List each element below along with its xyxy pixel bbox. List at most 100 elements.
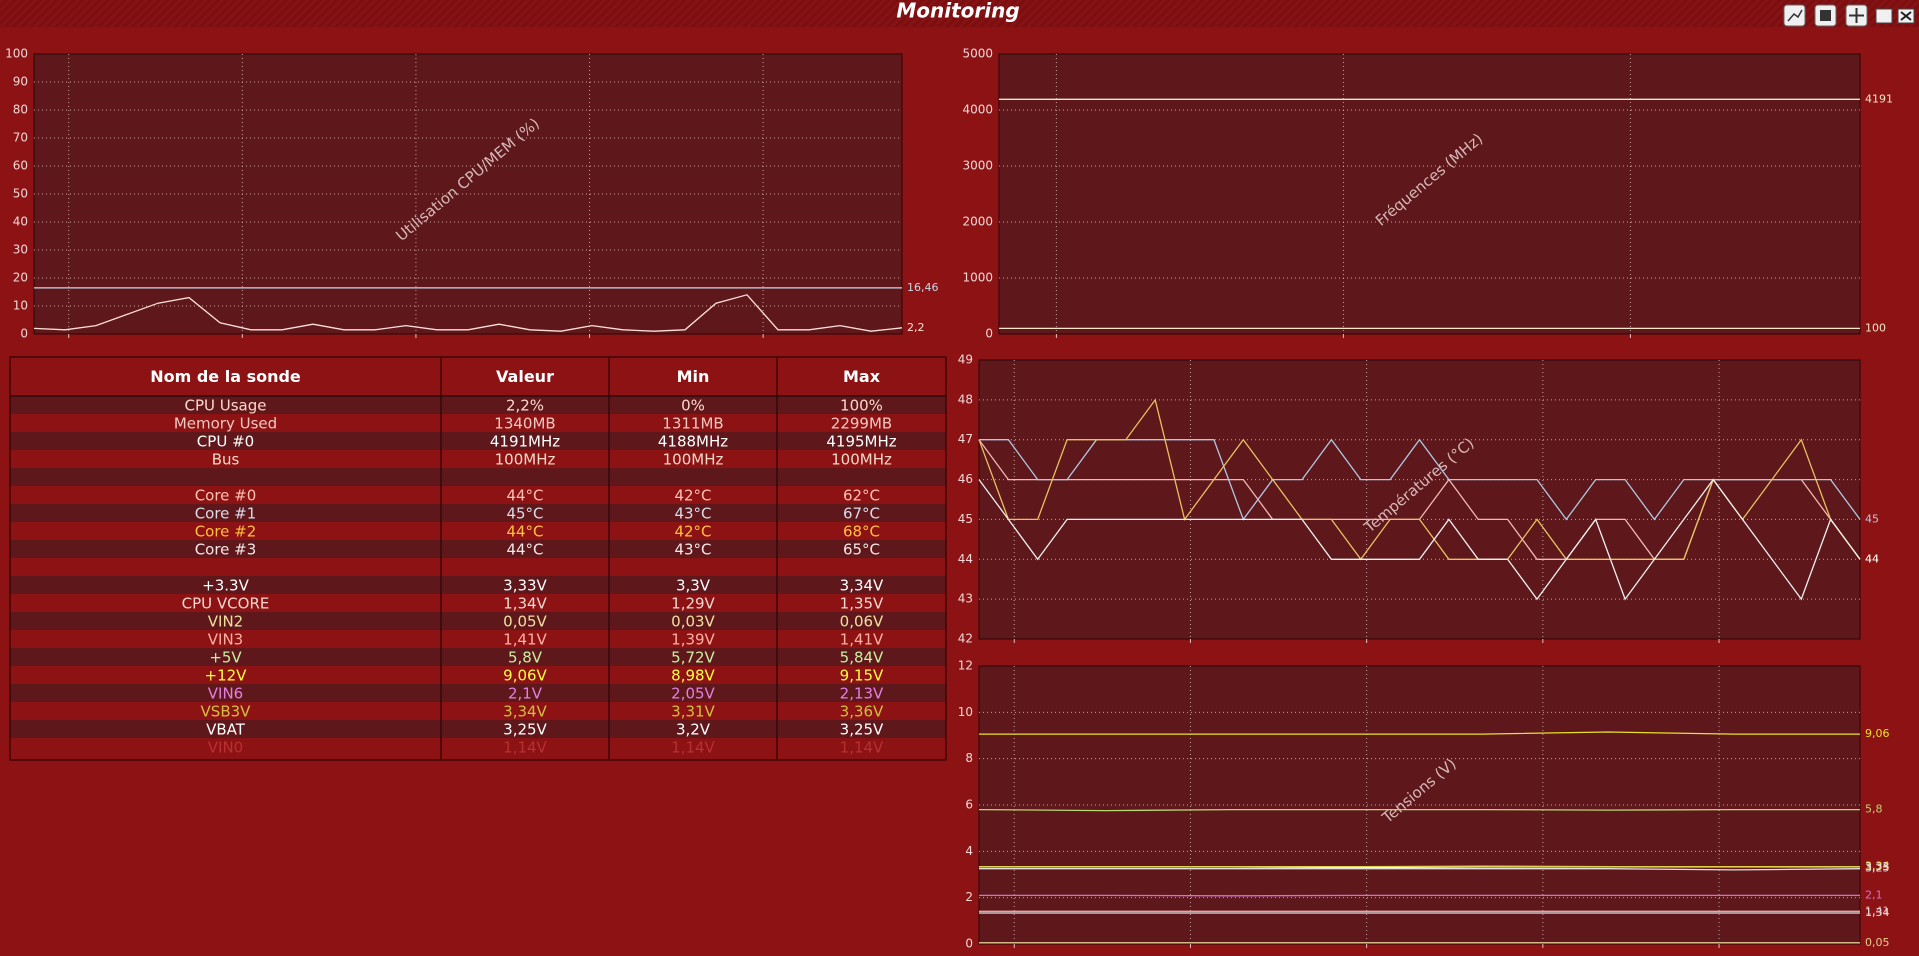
cell: 100MHz — [495, 451, 556, 469]
title-bar — [0, 0, 1919, 27]
cell: 1,14V — [503, 739, 547, 757]
y-tick-label: 10 — [13, 299, 28, 313]
row-bg — [10, 720, 946, 738]
y-tick-label: 40 — [13, 215, 28, 229]
chart-button[interactable] — [1783, 4, 1806, 27]
cell: 1311MB — [662, 415, 723, 433]
cell: 1,14V — [671, 739, 715, 757]
cell: 9,06V — [503, 667, 547, 685]
y-tick-label: 49 — [958, 353, 973, 367]
cell: VIN3 — [208, 631, 243, 649]
cell: 8,98V — [671, 667, 715, 685]
row-bg — [10, 630, 946, 648]
y-tick-label: 100 — [5, 47, 28, 61]
end-label: 9,06 — [1865, 727, 1890, 740]
cell: +5V — [209, 649, 242, 667]
cell: 2,13V — [840, 685, 884, 703]
cell: 3,25V — [503, 721, 547, 739]
series-line — [979, 868, 1861, 871]
y-tick-label: 90 — [13, 75, 28, 89]
cell: Core #2 — [195, 523, 257, 541]
restore-button[interactable] — [1875, 8, 1893, 24]
y-tick-label: 5000 — [962, 47, 993, 61]
end-label: 3,34 — [1865, 860, 1890, 873]
y-tick-label: 60 — [13, 159, 28, 173]
y-tick-label: 44 — [958, 552, 973, 566]
row-bg — [10, 522, 946, 540]
y-tick-label: 2 — [965, 890, 973, 904]
series-line — [978, 478, 1861, 601]
end-label: 5,8 — [1865, 803, 1883, 816]
row-bg — [10, 738, 946, 756]
cell: +3.3V — [202, 577, 249, 595]
row-bg — [10, 666, 946, 684]
y-tick-label: 4 — [965, 844, 973, 858]
plot-area — [978, 359, 1861, 640]
cell: 5,84V — [840, 649, 884, 667]
cell: 3,36V — [840, 703, 884, 721]
spacer-row — [10, 558, 946, 576]
y-tick-label: 45 — [958, 512, 973, 526]
cell: 9,15V — [840, 667, 884, 685]
cell: 62°C — [843, 487, 880, 505]
row-bg — [10, 684, 946, 702]
cell: 42°C — [674, 523, 711, 541]
y-tick-label: 0 — [20, 327, 28, 341]
probe-table: CPU Usage 2,2% 0% 100% Memory Used 1340MB 1311… — [9, 356, 947, 761]
cell: VIN2 — [208, 613, 243, 631]
row-bg — [10, 612, 946, 630]
cell: 0,03V — [671, 613, 715, 631]
end-label: 44 — [1865, 552, 1879, 565]
end-label: 16,46 — [907, 281, 939, 294]
cell: 44°C — [506, 523, 543, 541]
table-border — [9, 356, 947, 761]
y-tick-label: 30 — [13, 243, 28, 257]
cell: 43°C — [674, 541, 711, 559]
column-header: Min — [677, 367, 710, 386]
end-label: 3,25 — [1865, 862, 1890, 875]
y-tick-label: 0 — [965, 937, 973, 951]
y-tick-label: 6 — [965, 798, 973, 812]
row-bg — [10, 648, 946, 666]
cell: 4191MHz — [490, 433, 560, 451]
y-tick-label: 42 — [958, 632, 973, 646]
cell: Memory Used — [174, 415, 277, 433]
row-bg — [10, 432, 946, 450]
cell: 43°C — [674, 505, 711, 523]
y-tick-label: 70 — [13, 131, 28, 145]
window-buttons[interactable] — [1783, 4, 1915, 27]
cell: CPU #0 — [197, 433, 254, 451]
plot-area — [998, 53, 1861, 335]
cell: 5,8V — [508, 649, 543, 667]
end-label: 0,05 — [1865, 936, 1890, 949]
cell: 1,29V — [671, 595, 715, 613]
cell: CPU VCORE — [182, 595, 270, 613]
row-bg — [10, 576, 946, 594]
column-header: Max — [843, 367, 881, 386]
cell: 1,39V — [671, 631, 715, 649]
cell: 4188MHz — [658, 433, 728, 451]
cell: 2,1V — [508, 685, 543, 703]
end-label: 2,1 — [1865, 888, 1883, 901]
cell: 1,41V — [503, 631, 547, 649]
end-label: 44 — [1865, 552, 1879, 565]
cell: 1340MB — [494, 415, 555, 433]
cell: Core #0 — [195, 487, 257, 505]
row-bg — [10, 414, 946, 432]
cell: 100MHz — [663, 451, 724, 469]
cell: 1,35V — [840, 595, 884, 613]
window-title: Monitoring — [896, 0, 1019, 23]
cell: VBAT — [206, 721, 246, 739]
y-tick-label: 4000 — [962, 103, 993, 117]
end-label: 1,34 — [1865, 906, 1890, 919]
cell: 2,05V — [671, 685, 715, 703]
y-tick-label: 20 — [13, 271, 28, 285]
cell: VIN0 — [208, 739, 243, 757]
cell: 4195MHz — [826, 433, 896, 451]
row-bg — [10, 504, 946, 522]
series-line — [978, 808, 1860, 812]
end-label: 3,33 — [1865, 860, 1890, 873]
y-tick-label: 50 — [13, 187, 28, 201]
cell: 2,2% — [506, 397, 544, 415]
